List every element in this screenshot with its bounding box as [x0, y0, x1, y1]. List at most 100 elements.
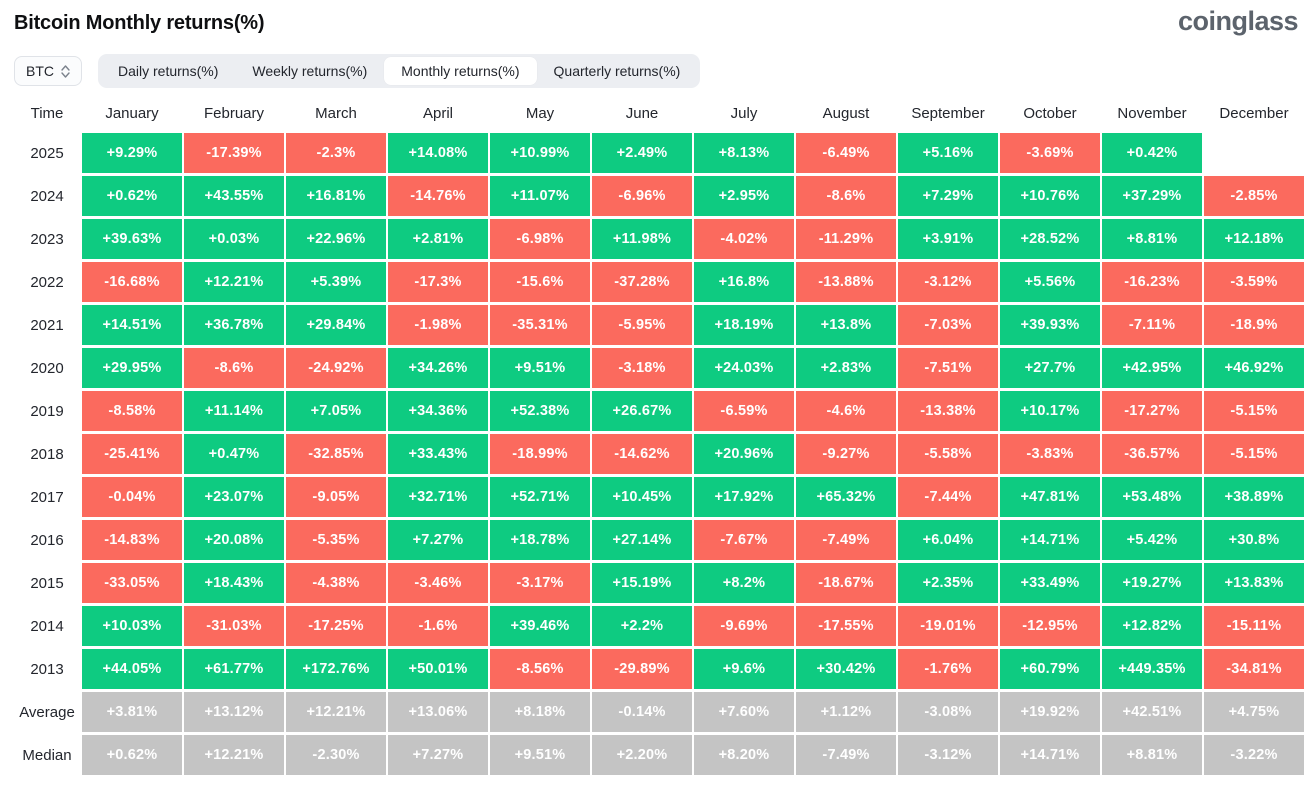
return-cell: -16.23%: [1102, 262, 1202, 302]
return-cell: +10.99%: [490, 133, 590, 173]
return-cell: +43.55%: [184, 176, 284, 216]
return-cell: +2.81%: [388, 219, 488, 259]
return-cell: -8.6%: [184, 348, 284, 388]
return-cell: +27.14%: [592, 520, 692, 560]
return-cell: -0.14%: [592, 692, 692, 732]
return-cell: -36.57%: [1102, 434, 1202, 474]
return-cell: -7.49%: [796, 520, 896, 560]
return-cell: +52.38%: [490, 391, 590, 431]
return-cell: +42.95%: [1102, 348, 1202, 388]
return-cell: +3.81%: [82, 692, 182, 732]
return-cell: -17.3%: [388, 262, 488, 302]
return-cell: +33.49%: [1000, 563, 1100, 603]
return-cell: +20.96%: [694, 434, 794, 474]
return-cell: +8.81%: [1102, 735, 1202, 775]
return-cell: +16.81%: [286, 176, 386, 216]
return-cell: -5.95%: [592, 305, 692, 345]
column-header-month: December: [1219, 105, 1289, 122]
return-cell: +32.71%: [388, 477, 488, 517]
return-cell: +13.83%: [1204, 563, 1304, 603]
row-label: Median: [22, 746, 72, 764]
return-cell: +8.18%: [490, 692, 590, 732]
coinglass-logo[interactable]: coinglass: [1177, 6, 1299, 36]
return-cell: -37.28%: [592, 262, 692, 302]
column-header-month: March: [315, 105, 357, 122]
return-cell: -14.83%: [82, 520, 182, 560]
return-cell: +0.47%: [184, 434, 284, 474]
return-cell: +3.91%: [898, 219, 998, 259]
return-cell: -19.01%: [898, 606, 998, 646]
return-cell: -2.3%: [286, 133, 386, 173]
return-cell: +33.43%: [388, 434, 488, 474]
controls-row: BTC Daily returns(%) Weekly returns(%) Mon…: [14, 54, 1302, 88]
row-label: 2023: [30, 230, 64, 248]
return-cell: -15.6%: [490, 262, 590, 302]
return-cell: -8.58%: [82, 391, 182, 431]
return-cell: +9.51%: [490, 348, 590, 388]
return-cell: +11.07%: [490, 176, 590, 216]
return-cell: -18.99%: [490, 434, 590, 474]
return-cell: +38.89%: [1204, 477, 1304, 517]
return-cell: +7.60%: [694, 692, 794, 732]
return-cell: +0.42%: [1102, 133, 1202, 173]
return-cell: -3.22%: [1204, 735, 1304, 775]
row-label: 2021: [30, 316, 64, 334]
return-cell: -11.29%: [796, 219, 896, 259]
return-cell: +34.36%: [388, 391, 488, 431]
return-cell: +4.75%: [1204, 692, 1304, 732]
tab-monthly[interactable]: Monthly returns(%): [384, 57, 537, 85]
return-cell: -7.11%: [1102, 305, 1202, 345]
return-cell: -1.98%: [388, 305, 488, 345]
return-cell: +16.8%: [694, 262, 794, 302]
return-cell: +2.49%: [592, 133, 692, 173]
return-cell: +2.35%: [898, 563, 998, 603]
return-cell: +172.76%: [286, 649, 386, 689]
return-cell: +50.01%: [388, 649, 488, 689]
return-cell: +12.21%: [286, 692, 386, 732]
return-cell: +46.92%: [1204, 348, 1304, 388]
return-cell: -5.15%: [1204, 391, 1304, 431]
tab-weekly[interactable]: Weekly returns(%): [252, 63, 368, 79]
row-label: 2015: [30, 574, 64, 592]
return-cell: +28.52%: [1000, 219, 1100, 259]
return-cell: -18.67%: [796, 563, 896, 603]
return-cell: +1.12%: [796, 692, 896, 732]
return-cell: +42.51%: [1102, 692, 1202, 732]
return-cell: +61.77%: [184, 649, 284, 689]
return-cell: +18.78%: [490, 520, 590, 560]
return-cell: -14.76%: [388, 176, 488, 216]
row-label: 2018: [30, 445, 64, 463]
return-cell: +12.21%: [184, 735, 284, 775]
return-cell: +15.19%: [592, 563, 692, 603]
return-cell: +5.39%: [286, 262, 386, 302]
return-cell: +22.96%: [286, 219, 386, 259]
row-label: 2024: [30, 187, 64, 205]
return-cell: -0.04%: [82, 477, 182, 517]
return-cell: -6.96%: [592, 176, 692, 216]
return-cell: +9.6%: [694, 649, 794, 689]
symbol-select[interactable]: BTC: [14, 56, 82, 86]
return-cell: -15.11%: [1204, 606, 1304, 646]
tab-daily[interactable]: Daily returns(%): [118, 63, 219, 79]
return-cell: -31.03%: [184, 606, 284, 646]
return-cell: +8.20%: [694, 735, 794, 775]
return-cell: -5.35%: [286, 520, 386, 560]
return-cell: [1204, 133, 1304, 173]
return-cell: -7.51%: [898, 348, 998, 388]
return-cell: +7.27%: [388, 520, 488, 560]
return-cell: -8.56%: [490, 649, 590, 689]
return-cell: +0.62%: [82, 176, 182, 216]
return-cell: -3.59%: [1204, 262, 1304, 302]
return-cell: +0.62%: [82, 735, 182, 775]
return-cell: +24.03%: [694, 348, 794, 388]
return-cell: -14.62%: [592, 434, 692, 474]
return-cell: +10.17%: [1000, 391, 1100, 431]
tab-quarterly[interactable]: Quarterly returns(%): [553, 63, 681, 79]
return-cell: -9.69%: [694, 606, 794, 646]
return-cell: -3.46%: [388, 563, 488, 603]
return-cell: +60.79%: [1000, 649, 1100, 689]
column-header-month: November: [1117, 105, 1187, 122]
return-cell: +17.92%: [694, 477, 794, 517]
row-label: 2019: [30, 402, 64, 420]
